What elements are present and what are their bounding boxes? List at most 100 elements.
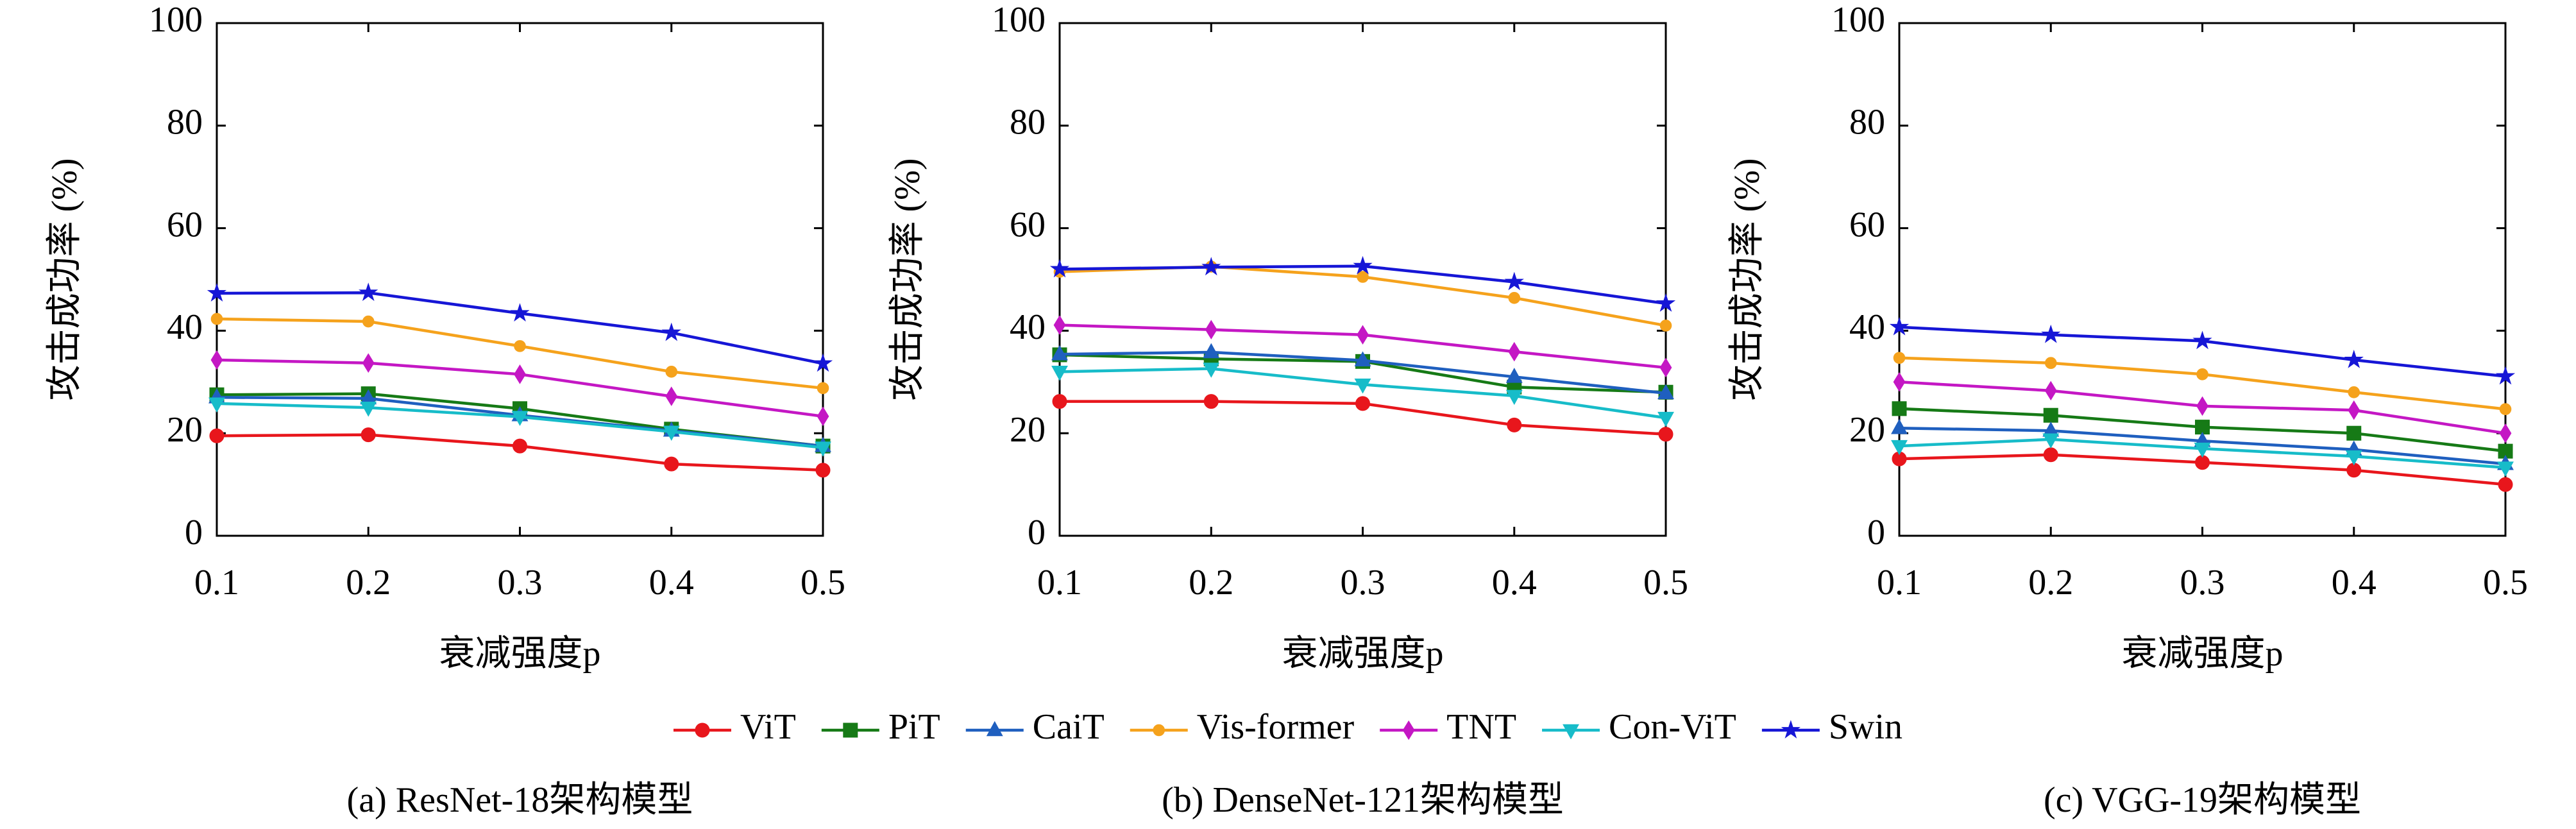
marker — [2346, 425, 2362, 441]
marker — [1504, 271, 1524, 291]
marker — [1355, 396, 1370, 411]
x-tick-label: 0.1 — [194, 563, 239, 603]
x-tick-label: 0.3 — [1341, 563, 1385, 603]
marker — [815, 463, 831, 478]
marker — [2499, 423, 2512, 443]
marker — [1781, 720, 1801, 739]
y-tick-label: 80 — [1010, 103, 1046, 142]
x-tick-label: 0.5 — [2483, 563, 2528, 603]
marker — [1659, 320, 1672, 332]
marker — [1053, 315, 1066, 335]
y-axis-label: 攻击成功率 (%) — [45, 158, 85, 401]
marker — [514, 340, 526, 352]
x-tick-label: 0.1 — [1877, 563, 1922, 603]
marker — [815, 441, 831, 457]
marker — [664, 456, 679, 472]
marker — [1891, 418, 1908, 434]
y-tick-label: 100 — [992, 0, 1046, 40]
marker — [362, 315, 375, 328]
marker — [1657, 411, 1674, 427]
y-tick-label: 40 — [1849, 307, 1885, 347]
marker — [2041, 324, 2061, 343]
marker — [1153, 724, 1165, 737]
y-tick-label: 0 — [185, 513, 203, 552]
marker — [817, 406, 829, 427]
marker — [1203, 394, 1219, 409]
caption: (a) ResNet-18架构模型 — [347, 780, 693, 820]
x-tick-label: 0.3 — [498, 563, 543, 603]
marker — [1201, 257, 1221, 276]
legend-item: PiT — [821, 707, 940, 747]
marker — [2044, 380, 2057, 401]
y-tick-label: 0 — [1028, 513, 1046, 552]
x-tick-label: 0.1 — [1037, 563, 1082, 603]
marker — [1893, 352, 1906, 364]
y-tick-label: 40 — [167, 307, 203, 347]
y-tick-label: 40 — [1010, 307, 1046, 347]
marker — [2345, 450, 2362, 466]
marker — [1354, 378, 1371, 394]
marker — [817, 382, 829, 395]
caption: (b) DenseNet-121架构模型 — [1162, 780, 1564, 820]
marker — [1505, 389, 1523, 406]
legend-label: Vis-former — [1197, 707, 1355, 747]
marker — [2044, 357, 2057, 370]
legend-item: Vis-former — [1130, 707, 1355, 747]
marker — [2194, 442, 2211, 458]
marker — [2042, 433, 2060, 449]
marker — [210, 350, 223, 370]
marker — [2497, 461, 2514, 477]
legend-label: Con-ViT — [1609, 707, 1736, 747]
marker — [1889, 316, 1910, 336]
y-tick-label: 20 — [167, 410, 203, 450]
y-axis-label: 攻击成功率 (%) — [1727, 158, 1767, 401]
marker — [2192, 330, 2212, 350]
y-tick-label: 60 — [167, 205, 203, 244]
marker — [1563, 724, 1579, 740]
marker — [1203, 363, 1220, 378]
legend-label: Swin — [1829, 707, 1902, 747]
marker — [208, 397, 225, 413]
marker — [1203, 343, 1220, 359]
x-tick-label: 0.5 — [801, 563, 845, 603]
legend-item: CaiT — [965, 707, 1105, 747]
marker — [362, 353, 375, 373]
marker — [2498, 477, 2513, 492]
marker — [843, 722, 858, 738]
y-axis-label: 攻击成功率 (%) — [888, 158, 928, 401]
marker — [360, 427, 376, 443]
caption: (c) VGG-19架构模型 — [2044, 780, 2361, 820]
x-tick-label: 0.2 — [2028, 563, 2073, 603]
marker — [661, 322, 681, 341]
marker — [1402, 720, 1415, 740]
y-tick-label: 0 — [1867, 513, 1885, 552]
y-tick-label: 100 — [1831, 0, 1885, 40]
marker — [1657, 384, 1674, 400]
marker — [2344, 350, 2364, 368]
y-tick-label: 20 — [1849, 410, 1885, 450]
marker — [1893, 372, 1906, 392]
legend-label: ViT — [740, 707, 796, 747]
marker — [360, 401, 377, 417]
marker — [986, 721, 1003, 737]
marker — [2495, 366, 2516, 385]
marker — [1051, 345, 1068, 361]
marker — [663, 425, 680, 441]
marker — [2348, 400, 2360, 420]
x-tick-label: 0.4 — [2332, 563, 2377, 603]
legend-label: TNT — [1446, 707, 1516, 747]
marker — [1052, 394, 1067, 409]
y-tick-label: 80 — [167, 103, 203, 142]
y-tick-label: 100 — [149, 0, 203, 40]
marker — [1508, 291, 1521, 304]
marker — [2196, 396, 2208, 416]
marker — [2043, 447, 2058, 463]
marker — [1508, 341, 1521, 362]
marker — [207, 283, 227, 302]
x-axis-label: 衰减强度p — [439, 634, 601, 674]
marker — [1051, 366, 1068, 381]
marker — [665, 386, 678, 406]
x-tick-label: 0.4 — [1492, 563, 1537, 603]
